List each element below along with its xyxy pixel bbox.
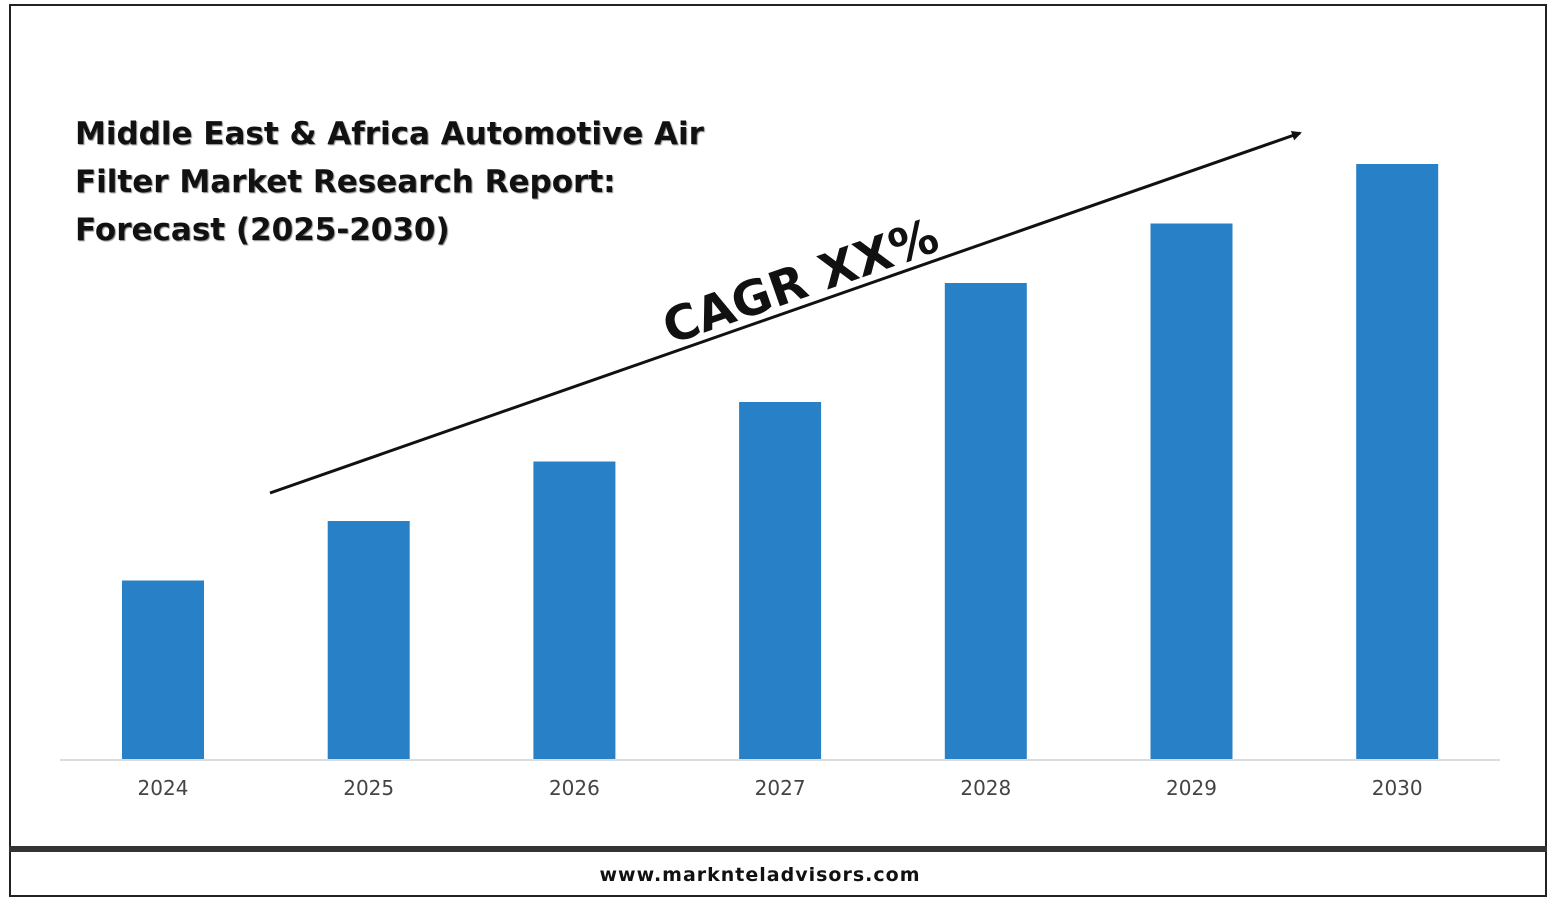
x-tick-label-2028: 2028 [960,776,1011,800]
x-tick-label-2029: 2029 [1166,776,1217,800]
x-tick-label-2027: 2027 [755,776,806,800]
x-tick-label-2030: 2030 [1372,776,1423,800]
bar-2024 [122,580,204,759]
bar-2030 [1356,164,1439,759]
footer-divider [9,846,1547,852]
website-url: www.marknteladvisors.com [599,864,921,886]
bar-2029 [1150,223,1233,759]
x-tick-label-2025: 2025 [343,776,394,800]
bar-2027 [739,402,822,759]
cagr-trend-arrow [269,130,1302,495]
bar-2026 [533,461,616,759]
x-tick-label-2024: 2024 [138,776,189,800]
chart-title: Middle East & Africa Automotive Air Filt… [75,116,704,248]
x-tick-label-2026: 2026 [549,776,600,800]
bar-2028 [944,283,1027,759]
bar-2025 [327,521,410,759]
